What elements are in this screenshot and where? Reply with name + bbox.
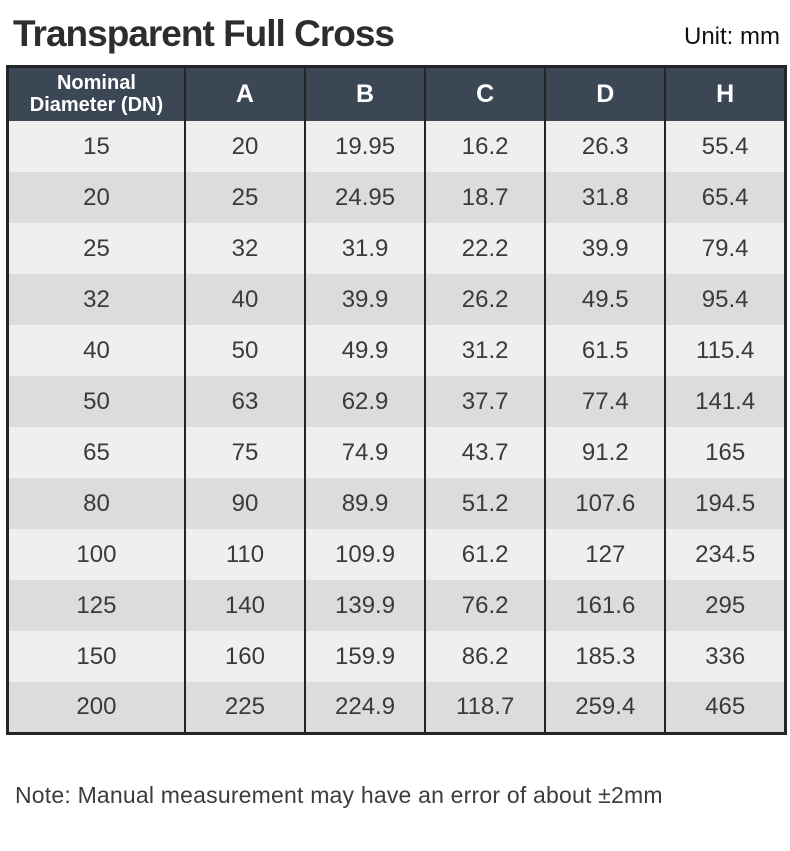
table-cell: 336 [664, 631, 786, 683]
table-cell: 63 [183, 376, 305, 428]
table-cell: 62.9 [303, 376, 426, 428]
table-row: 32 40 39.9 26.2 49.5 95.4 [7, 274, 786, 326]
table-row: 200 225 224.9 118.7 259.4 465 [7, 682, 786, 734]
table-cell: 161.6 [544, 580, 666, 632]
table-row: 20 25 24.95 18.7 31.8 65.4 [7, 172, 786, 224]
table-cell: 185.3 [544, 631, 666, 683]
table-cell: 465 [664, 682, 786, 734]
spec-table: Nominal Diameter (DN) A B C D H 15 20 19.95 16.2… [6, 64, 787, 735]
table-row: 150 160 159.9 86.2 185.3 336 [7, 631, 786, 683]
table-cell: 90 [183, 478, 305, 530]
table-cell: 18.7 [424, 172, 546, 224]
table-cell: 141.4 [664, 376, 786, 428]
table-cell: 159.9 [303, 631, 426, 683]
table-cell: 118.7 [424, 682, 546, 734]
table-cell: 65 [83, 438, 110, 466]
table-cell: 43.7 [424, 427, 546, 479]
table-cell: 25 [183, 172, 305, 224]
table-cell: 24.95 [303, 172, 426, 224]
table-cell: 31.2 [424, 325, 546, 377]
table-cell: 76.2 [424, 580, 546, 632]
table-cell: 234.5 [664, 529, 786, 581]
table-cell: 25 [83, 234, 110, 262]
table-cell: 200 [76, 692, 117, 720]
column-header-d: D [544, 66, 666, 122]
column-header-b: B [303, 66, 426, 122]
table-cell: 49.9 [303, 325, 426, 377]
table-cell: 26.2 [424, 274, 546, 326]
table-cell: 40 [183, 274, 305, 326]
table-cell: 225 [183, 682, 305, 734]
page-title: Transparent Full Cross [13, 13, 395, 54]
table-cell: 50 [83, 387, 110, 415]
table-cell: 107.6 [544, 478, 666, 530]
note-text: Note: Manual measurement may have an err… [15, 781, 663, 808]
table-header: Nominal Diameter (DN) A B C D H [7, 66, 786, 122]
table-cell: 51.2 [424, 478, 546, 530]
table-cell: 140 [183, 580, 305, 632]
table-cell: 31.9 [303, 223, 426, 275]
table-row: 100 110 109.9 61.2 127 234.5 [7, 529, 786, 581]
table-cell: 39.9 [544, 223, 666, 275]
table-cell: 80 [83, 489, 110, 517]
table-cell: 125 [76, 591, 117, 619]
table-cell: 86.2 [424, 631, 546, 683]
top-bar: Transparent Full Cross Unit: mm [0, 0, 790, 65]
table-cell: 259.4 [544, 682, 666, 734]
column-header-dn: Nominal Diameter (DN) [7, 66, 185, 122]
table-cell: 100 [76, 540, 117, 568]
table-cell: 50 [183, 325, 305, 377]
table-cell: 16.2 [424, 121, 546, 173]
table-cell: 65.4 [664, 172, 786, 224]
table-cell: 160 [183, 631, 305, 683]
table-body: 15 20 19.95 16.2 26.3 55.4 20 25 24.95 18.7 31.8 65… [7, 121, 786, 734]
table-cell: 20 [183, 121, 305, 173]
table-row: 65 75 74.9 43.7 91.2 165 [7, 427, 786, 479]
table-cell: 150 [76, 642, 117, 670]
table-cell: 115.4 [664, 325, 786, 377]
table-cell: 109.9 [303, 529, 426, 581]
column-header-h: H [664, 66, 786, 122]
table-row: 80 90 89.9 51.2 107.6 194.5 [7, 478, 786, 530]
table-cell: 75 [183, 427, 305, 479]
table-cell: 26.3 [544, 121, 666, 173]
table-cell: 55.4 [664, 121, 786, 173]
table-row: 125 140 139.9 76.2 161.6 295 [7, 580, 786, 632]
table-cell: 61.2 [424, 529, 546, 581]
table-cell: 127 [544, 529, 666, 581]
table-cell: 37.7 [424, 376, 546, 428]
column-header-c: C [424, 66, 546, 122]
table-cell: 74.9 [303, 427, 426, 479]
table-row: 25 32 31.9 22.2 39.9 79.4 [7, 223, 786, 275]
table-header-row: Nominal Diameter (DN) A B C D H [7, 66, 786, 122]
table-cell: 224.9 [303, 682, 426, 734]
table-cell: 19.95 [303, 121, 426, 173]
table-cell: 194.5 [664, 478, 786, 530]
table-row: 15 20 19.95 16.2 26.3 55.4 [7, 121, 786, 173]
table-cell: 61.5 [544, 325, 666, 377]
table-cell: 91.2 [544, 427, 666, 479]
table-cell: 40 [83, 336, 110, 364]
table-cell: 79.4 [664, 223, 786, 275]
table-cell: 32 [83, 285, 110, 313]
table-cell: 110 [183, 529, 305, 581]
table-cell: 295 [664, 580, 786, 632]
table-cell: 95.4 [664, 274, 786, 326]
table-row: 50 63 62.9 37.7 77.4 141.4 [7, 376, 786, 428]
table-cell: 31.8 [544, 172, 666, 224]
column-header-a: A [183, 66, 305, 122]
table-cell: 89.9 [303, 478, 426, 530]
unit-label: Unit: mm [684, 22, 780, 50]
table-row: 40 50 49.9 31.2 61.5 115.4 [7, 325, 786, 377]
table-cell: 15 [83, 132, 110, 160]
table-cell: 20 [83, 183, 110, 211]
table-cell: 49.5 [544, 274, 666, 326]
table-cell: 22.2 [424, 223, 546, 275]
table-cell: 39.9 [303, 274, 426, 326]
table-cell: 32 [183, 223, 305, 275]
table-cell: 77.4 [544, 376, 666, 428]
table-cell: 165 [664, 427, 786, 479]
table-cell: 139.9 [303, 580, 426, 632]
